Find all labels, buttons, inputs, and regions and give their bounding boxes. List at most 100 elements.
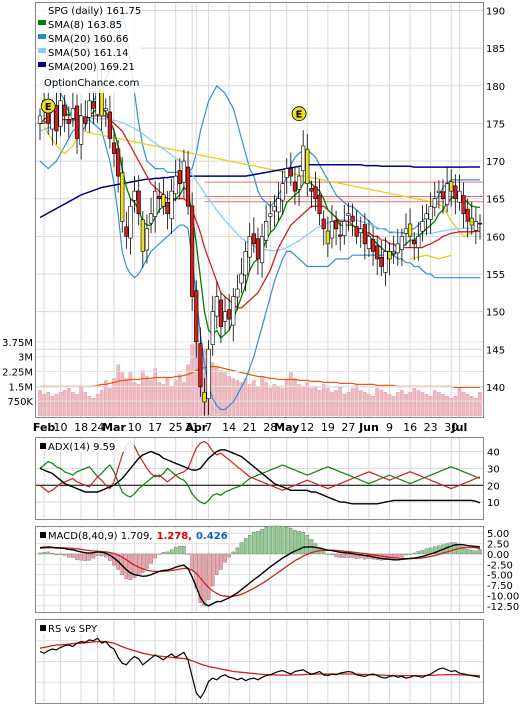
x-label-17: 17: [148, 421, 162, 434]
volume-bar: [326, 388, 330, 417]
macd-histogram-bar: [58, 553, 63, 555]
x-label-Feb: Feb: [33, 421, 56, 434]
macd-tick-0.00: 0.00: [487, 550, 509, 561]
macd-histogram-bar: [231, 551, 236, 555]
volume-bar: [103, 380, 108, 417]
candle-body: [161, 194, 166, 207]
candle-body: [383, 251, 388, 273]
volume-bar: [363, 392, 367, 417]
candle-body: [116, 148, 121, 177]
macd-histogram-bar: [301, 532, 305, 555]
candle-body: [440, 191, 446, 200]
x-label-Jun: Jun: [358, 421, 379, 434]
volume-tick-3.75M: 3.75M: [2, 338, 33, 349]
price-tick-190: 190: [486, 7, 505, 18]
macd-histogram-bar: [136, 553, 141, 575]
candle-body: [395, 243, 400, 254]
macd-histogram-bar: [79, 553, 83, 561]
volume-bar: [46, 392, 51, 417]
macd-histogram-bar: [260, 528, 264, 555]
macd-histogram-bar: [461, 546, 466, 555]
macd-histogram-bar: [38, 552, 42, 555]
macd-histogram-bar: [437, 545, 441, 555]
candle-body: [477, 222, 483, 225]
volume-bar: [128, 372, 133, 417]
candle-body: [206, 348, 211, 399]
candle-body: [403, 228, 409, 234]
candle-body: [387, 251, 392, 260]
macd-histogram-bar: [449, 542, 453, 555]
macd-histogram-bar: [141, 553, 145, 573]
candle-body: [62, 104, 67, 117]
volume-bar: [231, 378, 236, 417]
candle-body: [284, 168, 289, 178]
macd-histogram-bar: [215, 553, 219, 575]
candle-body: [296, 175, 302, 190]
volume-bar: [437, 392, 441, 417]
volume-bar: [383, 392, 388, 417]
candle-body: [366, 236, 372, 249]
volume-bar: [330, 392, 334, 417]
macd-legend-macd: MACD(8,40,9) 1.709,: [48, 531, 153, 542]
candle-body: [173, 175, 178, 195]
volume-bar: [38, 390, 42, 417]
candle-body: [259, 236, 265, 264]
adx-tick-40: 40: [487, 448, 500, 459]
macd-histogram-bar: [474, 550, 478, 555]
rs-panel: RS vs SPY: [35, 619, 484, 704]
volume-bar: [182, 382, 186, 417]
macd-panel: 5.002.500.00-2.50-5.00-7.50-10.00-12.50 …: [35, 525, 519, 613]
candle-body: [214, 296, 219, 317]
macd-histogram-bar: [206, 553, 211, 600]
volume-bar: [124, 378, 129, 417]
candle-body: [83, 116, 88, 124]
macd-histogram-bar: [470, 550, 474, 555]
volume-bar: [239, 382, 244, 417]
candle-body: [424, 213, 429, 220]
candle-body: [313, 186, 318, 200]
macd-histogram-bar: [95, 553, 100, 556]
candle-body: [70, 108, 75, 119]
volume-bar: [317, 390, 322, 417]
candle-body: [144, 228, 150, 251]
candle-body: [457, 190, 462, 203]
volume-bar: [99, 390, 104, 417]
volume-bar: [404, 394, 408, 417]
candle-body: [432, 198, 437, 208]
candle-body: [379, 257, 384, 267]
macd-histogram-bar: [235, 547, 240, 555]
volume-bar: [432, 390, 437, 417]
macd-histogram-bar: [182, 546, 186, 555]
volume-bar: [387, 394, 392, 417]
volume-bar: [215, 366, 219, 417]
macd-histogram-bar: [252, 532, 256, 555]
volume-bar: [58, 392, 63, 417]
macd-histogram-bar: [280, 525, 285, 555]
candle-body: [272, 205, 277, 212]
candle-body: [54, 105, 59, 132]
macd-histogram-bar: [173, 547, 178, 555]
price-legend: SPG (daily) 161.75 SMA(8) 163.85 SMA(20)…: [37, 3, 142, 93]
candle-body: [185, 166, 191, 207]
price-tick-165: 165: [486, 195, 505, 206]
candle-body: [469, 217, 474, 226]
macd-histogram-bar: [465, 549, 470, 555]
macd-tick--10.00: -10.00: [487, 591, 519, 602]
sma20-line: [40, 115, 481, 309]
volume-bar: [461, 392, 466, 417]
candle-body: [210, 311, 215, 346]
macd-histogram-bar: [379, 553, 384, 561]
macd-histogram-bar: [412, 552, 416, 555]
volume-bar: [87, 396, 92, 417]
rs-average-line: [39, 640, 481, 677]
volume-bar: [42, 394, 46, 417]
candle-body: [473, 220, 478, 231]
macd-histogram-bar: [108, 553, 112, 561]
volume-bar: [71, 392, 75, 417]
volume-bar: [342, 394, 347, 417]
candle-body: [449, 181, 454, 192]
x-label-Jul: Jul: [451, 421, 468, 434]
watermark: OptionChance.com: [44, 78, 139, 89]
macd-histogram-bar: [293, 529, 297, 555]
